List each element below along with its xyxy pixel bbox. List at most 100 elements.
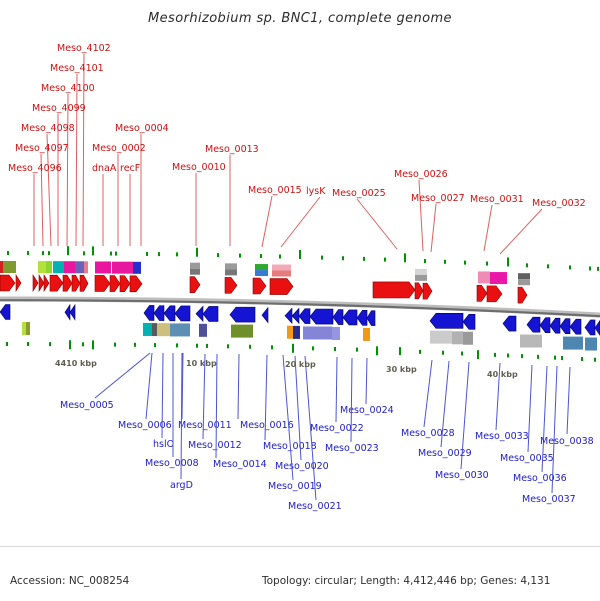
forward-gene-arrow[interactable] — [49, 274, 64, 292]
reverse-gene-arrow[interactable] — [163, 305, 176, 322]
forward-gene-arrow[interactable] — [109, 275, 121, 292]
reverse-gene-arrow[interactable] — [0, 304, 11, 320]
reverse-gene-arrow[interactable] — [429, 313, 464, 329]
reverse-gene-arrow[interactable] — [594, 319, 600, 336]
gene-label-forward[interactable]: Meso_4101 — [50, 63, 104, 74]
reverse-gene-arrow[interactable] — [284, 307, 293, 324]
reverse-gene-arrow[interactable] — [153, 305, 165, 321]
gene-label-reverse[interactable]: Meso_0029 — [418, 448, 472, 459]
gene-label-forward[interactable]: Meso_0015 — [248, 185, 302, 196]
gene-label-reverse[interactable]: hslO — [153, 439, 174, 450]
forward-gene-arrow[interactable] — [486, 285, 503, 303]
forward-gene-arrow[interactable] — [15, 273, 22, 293]
reverse-gene-arrow[interactable] — [202, 306, 219, 322]
gene-label-reverse[interactable]: Meso_0008 — [145, 458, 199, 469]
gene-label-forward[interactable]: Meso_4098 — [21, 123, 75, 134]
gene-label-reverse[interactable]: Meso_0005 — [60, 400, 114, 411]
reverse-gene-arrow[interactable] — [261, 306, 269, 324]
gene-label-reverse[interactable]: Meso_0035 — [500, 453, 554, 464]
gene-label-reverse[interactable]: Meso_0024 — [340, 405, 394, 416]
forward-gene-arrow[interactable] — [94, 275, 111, 292]
annotation-block-bottom — [303, 326, 332, 340]
gene-label-forward[interactable]: Meso_0025 — [332, 188, 386, 199]
gene-label-reverse[interactable]: argD — [170, 480, 193, 491]
gene-label-reverse[interactable]: Meso_0016 — [240, 420, 294, 431]
reverse-gene-arrow[interactable] — [502, 315, 517, 332]
reverse-gene-arrow[interactable] — [462, 313, 476, 330]
gene-label-reverse[interactable]: Meso_0020 — [275, 461, 329, 472]
forward-gene-arrow[interactable] — [38, 274, 45, 293]
forward-gene-arrow[interactable] — [476, 285, 488, 302]
gene-label-forward[interactable]: Meso_0031 — [470, 194, 524, 205]
gene-label-forward[interactable]: Meso_0002 — [92, 143, 146, 154]
gene-label-reverse[interactable]: Meso_0014 — [213, 459, 267, 470]
gene-label-forward[interactable]: Meso_0004 — [115, 123, 169, 134]
forward-gene-arrow[interactable] — [62, 274, 73, 292]
gene-label-forward[interactable]: Meso_0032 — [532, 198, 586, 209]
gene-label-forward[interactable]: Meso_4102 — [57, 43, 111, 54]
gene-label-forward[interactable]: Meso_0027 — [411, 193, 465, 204]
reverse-gene-arrow[interactable] — [526, 316, 541, 333]
gene-label-reverse[interactable]: Meso_0012 — [188, 440, 242, 451]
forward-gene-arrow[interactable] — [71, 274, 81, 292]
gene-label-forward[interactable]: Meso_4100 — [41, 83, 95, 94]
reverse-gene-arrow[interactable] — [309, 308, 334, 325]
forward-gene-arrow[interactable] — [422, 282, 433, 300]
reverse-gene-arrow[interactable] — [143, 305, 155, 321]
forward-gene-arrow[interactable] — [43, 274, 50, 293]
forward-gene-arrow[interactable] — [372, 281, 416, 299]
reverse-gene-arrow[interactable] — [298, 308, 311, 324]
reverse-gene-arrow[interactable] — [356, 310, 368, 326]
gene-label-reverse[interactable]: Meso_0033 — [475, 431, 529, 442]
forward-gene-arrow[interactable] — [79, 275, 89, 292]
forward-gene-arrow[interactable] — [414, 282, 424, 300]
forward-gene-arrow[interactable] — [189, 276, 201, 293]
reverse-gene-arrow[interactable] — [366, 310, 376, 326]
tick-mark — [206, 343, 208, 348]
reverse-gene-arrow[interactable] — [584, 319, 596, 336]
gene-label-reverse[interactable]: Meso_0030 — [435, 470, 489, 481]
reverse-gene-arrow[interactable] — [69, 303, 76, 321]
gene-label-forward[interactable]: Meso_4099 — [32, 103, 86, 114]
reverse-gene-arrow[interactable] — [291, 307, 300, 325]
reverse-gene-arrow[interactable] — [539, 317, 551, 334]
forward-gene-arrow[interactable] — [252, 277, 267, 295]
gene-label-forward[interactable]: lysK — [306, 186, 326, 197]
forward-gene-arrow[interactable] — [224, 277, 238, 294]
forward-gene-arrow[interactable] — [119, 275, 131, 292]
leader-line — [280, 196, 321, 248]
gene-label-forward[interactable]: Meso_0010 — [172, 162, 226, 173]
reverse-gene-arrow[interactable] — [64, 303, 71, 321]
gene-label-reverse[interactable]: Meso_0006 — [118, 420, 172, 431]
gene-label-reverse[interactable]: Meso_0022 — [310, 423, 364, 434]
gene-label-reverse[interactable]: Meso_0038 — [540, 436, 594, 447]
gene-label-reverse[interactable]: Meso_0021 — [288, 501, 342, 512]
forward-gene-arrow[interactable] — [32, 274, 39, 293]
gene-label-reverse[interactable]: Meso_0037 — [522, 494, 576, 505]
reverse-gene-arrow[interactable] — [229, 306, 256, 323]
gene-label-forward[interactable]: recF — [120, 163, 140, 174]
tick-mark — [597, 266, 599, 271]
gene-label-reverse[interactable]: Meso_0011 — [178, 420, 232, 431]
forward-gene-arrow[interactable] — [0, 274, 16, 292]
gene-label-forward[interactable]: dnaA — [92, 163, 117, 174]
gene-label-forward[interactable]: Meso_4096 — [8, 163, 62, 174]
reverse-gene-arrow[interactable] — [342, 309, 358, 326]
reverse-gene-arrow[interactable] — [559, 318, 571, 334]
forward-gene-arrow[interactable] — [129, 275, 143, 293]
forward-gene-arrow[interactable] — [517, 286, 528, 304]
reverse-gene-arrow[interactable] — [195, 305, 204, 323]
reverse-gene-arrow[interactable] — [332, 309, 344, 325]
gene-label-forward[interactable]: Meso_0013 — [205, 144, 259, 155]
reverse-gene-arrow[interactable] — [569, 318, 582, 335]
gene-label-reverse[interactable]: Meso_0019 — [268, 481, 322, 492]
annotation-block-bottom — [152, 323, 157, 337]
gene-label-forward[interactable]: Meso_4097 — [15, 143, 69, 154]
gene-label-reverse[interactable]: Meso_0036 — [513, 473, 567, 484]
reverse-gene-arrow[interactable] — [174, 305, 191, 322]
gene-label-forward[interactable]: Meso_0026 — [394, 169, 448, 180]
gene-label-reverse[interactable]: Meso_0023 — [325, 443, 379, 454]
gene-label-reverse[interactable]: Meso_0028 — [401, 428, 455, 439]
reverse-gene-arrow[interactable] — [549, 317, 561, 334]
forward-gene-arrow[interactable] — [269, 278, 294, 295]
